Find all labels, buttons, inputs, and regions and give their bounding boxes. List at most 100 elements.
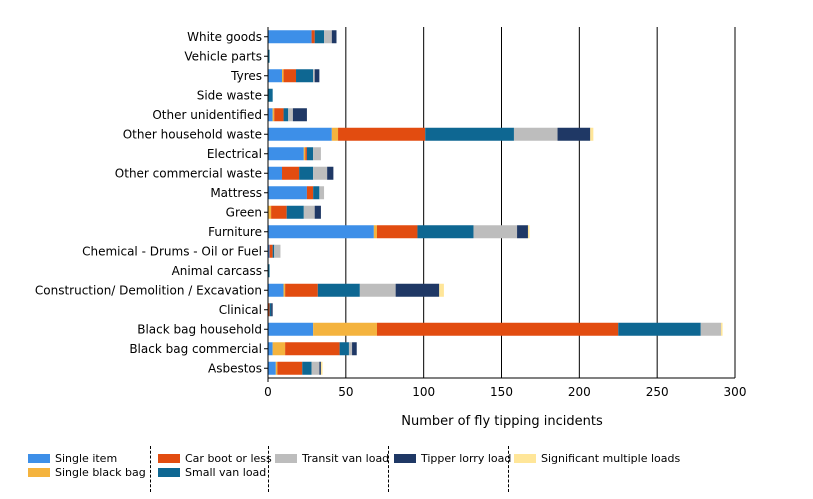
bar-segment [283, 283, 286, 297]
category-label: Animal carcass [172, 264, 262, 278]
legend-swatch [28, 453, 50, 463]
bar-segment [314, 30, 325, 44]
bar-segment [286, 205, 304, 219]
legend-swatch [514, 453, 536, 463]
legend-label: Tipper lorry load [421, 451, 512, 465]
bar-segment [299, 166, 314, 180]
category-label: Construction/ Demolition / Excavation [35, 283, 262, 297]
category-label: Other commercial waste [115, 166, 262, 180]
fly-tipping-chart: White goods Vehicle parts Tyres Side waste O… [35, 27, 746, 429]
x-tick-labels: 0 50 100 150 200 250 300 [264, 385, 746, 399]
x-tick-label: 50 [338, 385, 353, 399]
bar-segment [313, 69, 315, 83]
bar-segment [425, 127, 514, 141]
bar-segment [373, 225, 377, 239]
category-label: Black bag household [137, 322, 262, 336]
bar-segment [268, 88, 273, 102]
legend-item: Car boot or less [158, 451, 272, 465]
category-label: Mattress [210, 186, 262, 200]
bar-segment [268, 322, 314, 336]
bar-segment [268, 108, 273, 122]
legend-separator [268, 446, 269, 492]
grid-lines [345, 27, 736, 378]
category-label: White goods [187, 30, 262, 44]
bar-segment [306, 186, 314, 200]
bar-segment [517, 225, 528, 239]
bar-segment [271, 205, 287, 219]
bar-segment [313, 147, 321, 161]
legend-label: Small van load [185, 465, 267, 479]
category-label: Furniture [208, 225, 262, 239]
x-tick-label: 200 [568, 385, 591, 399]
bar-segment [338, 127, 426, 141]
bar-segment [313, 322, 377, 336]
category-label: Green [226, 205, 262, 219]
bar-segment [268, 205, 272, 219]
bar-segment [269, 244, 273, 258]
legend-label: Transit van load [302, 451, 390, 465]
bar-segment [473, 225, 518, 239]
bar-segment [268, 361, 276, 375]
bar-segment [557, 127, 591, 141]
category-label: Tyres [230, 69, 262, 83]
bar-segment [319, 361, 321, 375]
legend-swatch [275, 453, 297, 463]
bar-segment [303, 147, 306, 161]
bar-segment [274, 108, 284, 122]
bar-segment [439, 283, 444, 297]
legend: Single item Single black bag Car boot or l… [28, 446, 708, 492]
bar-segment [285, 283, 318, 297]
bar-segment [320, 361, 323, 375]
bar-segment [274, 244, 281, 258]
x-tick-label: 0 [264, 385, 272, 399]
category-label: Side waste [197, 88, 262, 102]
legend-swatch [158, 453, 180, 463]
bar-segment [331, 30, 337, 44]
bar-segment [527, 225, 530, 239]
bar-segment [268, 147, 304, 161]
legend-swatch [158, 467, 180, 477]
bar-segment [324, 30, 332, 44]
bar-segment [359, 283, 396, 297]
bar-segment [327, 166, 334, 180]
bar-segment [700, 322, 721, 336]
legend-separator [508, 446, 509, 492]
bar-segment [275, 361, 278, 375]
x-tick-label: 300 [724, 385, 747, 399]
legend-label: Single black bag [55, 465, 146, 479]
bar-segment [285, 342, 340, 356]
category-label: Other unidentified [152, 108, 262, 122]
bar-segment [268, 69, 283, 83]
bar-segment [268, 244, 270, 258]
bar-segment [313, 186, 320, 200]
bar-segment [268, 186, 307, 200]
bar-segment [268, 49, 270, 63]
x-axis-title: Number of fly tipping incidents [401, 414, 603, 429]
bar-segment [313, 166, 328, 180]
bar-segment [590, 127, 594, 141]
bar-segment [296, 69, 314, 83]
legend-separator [150, 446, 151, 492]
category-label: Asbestos [208, 361, 262, 375]
category-label: Chemical - Drums - Oil or Fuel [82, 244, 262, 258]
bar-segment [268, 127, 332, 141]
legend-item: Single black bag [28, 465, 146, 479]
bar-segment [283, 69, 297, 83]
bar-segment [720, 322, 723, 336]
category-labels: White goods Vehicle parts Tyres Side waste O… [35, 30, 262, 376]
bar-segment [269, 303, 272, 317]
bar-segment [311, 30, 315, 44]
category-label: Electrical [207, 147, 262, 161]
x-tick-label: 150 [490, 385, 513, 399]
bar-segment [268, 30, 312, 44]
bar-segment [317, 283, 360, 297]
legend-separator [388, 446, 389, 492]
legend-label: Car boot or less [185, 451, 272, 465]
bar-segment [282, 166, 300, 180]
bar-segment [268, 283, 284, 297]
bar-segment [283, 108, 289, 122]
axes [264, 27, 735, 382]
bar-segment [272, 244, 275, 258]
bar-segment [268, 303, 270, 317]
bar-segment [417, 225, 474, 239]
